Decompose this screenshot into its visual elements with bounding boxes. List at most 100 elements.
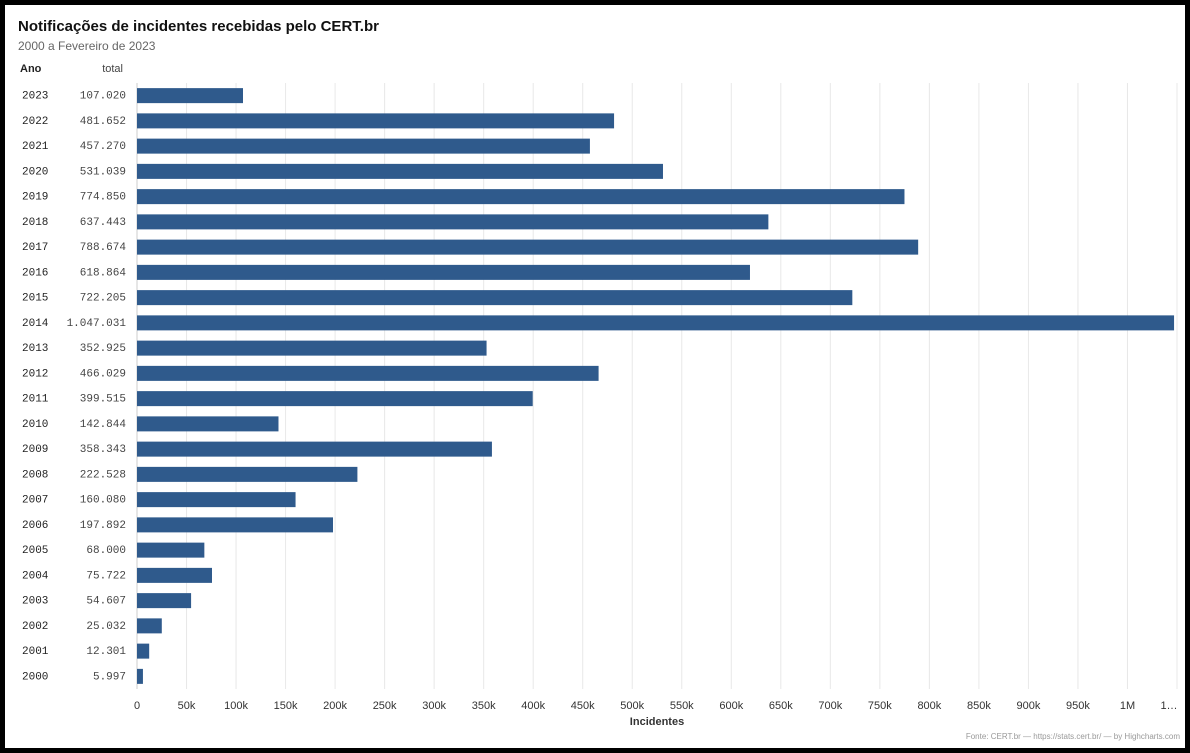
bar bbox=[137, 542, 205, 558]
x-tick-label: 500k bbox=[620, 700, 644, 712]
bar bbox=[137, 315, 1175, 331]
y-tick-label: 2017 bbox=[22, 242, 48, 254]
x-tick-label: 1M bbox=[1120, 700, 1135, 712]
bar bbox=[137, 138, 590, 154]
y-tick-label: 2010 bbox=[22, 419, 48, 431]
y-tick-label: 2001 bbox=[22, 646, 49, 658]
y-tick-label: 2011 bbox=[22, 394, 49, 406]
credits: Fonte: CERT.br — https://stats.cert.br/ … bbox=[966, 732, 1180, 741]
value-label: 774.850 bbox=[80, 192, 126, 204]
x-tick-label: 250k bbox=[373, 700, 397, 712]
y-tick-label: 2022 bbox=[22, 116, 48, 128]
y-tick-label: 2018 bbox=[22, 217, 48, 229]
x-tick-label: 300k bbox=[422, 700, 446, 712]
value-label: 481.652 bbox=[80, 116, 126, 128]
y-tick-label: 2014 bbox=[22, 318, 49, 330]
x-tick-label: 550k bbox=[670, 700, 694, 712]
bar bbox=[137, 88, 244, 104]
value-label: 12.301 bbox=[86, 646, 126, 658]
value-label: 222.528 bbox=[80, 469, 126, 481]
value-label: 358.343 bbox=[80, 444, 126, 456]
category-header: Ano bbox=[20, 63, 42, 75]
bar bbox=[137, 264, 750, 280]
y-tick-label: 2004 bbox=[22, 570, 49, 582]
y-tick-label: 2008 bbox=[22, 469, 48, 481]
y-tick-label: 2002 bbox=[22, 621, 48, 633]
value-label: 54.607 bbox=[86, 596, 126, 608]
y-tick-label: 2006 bbox=[22, 520, 48, 532]
x-tick-label: 100k bbox=[224, 700, 248, 712]
bar bbox=[137, 290, 853, 306]
x-tick-label: 900k bbox=[1016, 700, 1040, 712]
y-tick-label: 2023 bbox=[22, 91, 48, 103]
x-tick-label: 750k bbox=[868, 700, 892, 712]
bar bbox=[137, 441, 492, 457]
value-label: 1.047.031 bbox=[67, 318, 127, 330]
x-tick-label: 350k bbox=[472, 700, 496, 712]
bar bbox=[137, 239, 919, 255]
bar bbox=[137, 618, 162, 634]
bar bbox=[137, 214, 769, 230]
bar bbox=[137, 340, 487, 356]
chart-subtitle: 2000 a Fevereiro de 2023 bbox=[18, 39, 156, 53]
value-label: 68.000 bbox=[86, 545, 126, 557]
bar bbox=[137, 365, 599, 381]
value-label: 25.032 bbox=[86, 621, 126, 633]
value-label: 637.443 bbox=[80, 217, 126, 229]
x-tick-label: 150k bbox=[274, 700, 298, 712]
bar bbox=[137, 391, 533, 407]
x-tick-label: 1… bbox=[1160, 700, 1177, 712]
y-tick-label: 2021 bbox=[22, 141, 49, 153]
x-axis-title: Incidentes bbox=[630, 716, 684, 728]
x-tick-label: 700k bbox=[818, 700, 842, 712]
x-tick-label: 850k bbox=[967, 700, 991, 712]
y-tick-label: 2007 bbox=[22, 495, 48, 507]
y-tick-label: 2012 bbox=[22, 368, 48, 380]
y-tick-label: 2019 bbox=[22, 192, 48, 204]
bar bbox=[137, 113, 615, 129]
bar bbox=[137, 416, 279, 432]
value-label: 457.270 bbox=[80, 141, 126, 153]
x-tick-label: 450k bbox=[571, 700, 595, 712]
y-tick-label: 2013 bbox=[22, 343, 48, 355]
value-label: 352.925 bbox=[80, 343, 126, 355]
value-header: total bbox=[102, 63, 123, 75]
chart-title: Notificações de incidentes recebidas pel… bbox=[18, 18, 379, 35]
value-label: 399.515 bbox=[80, 394, 126, 406]
y-tick-label: 2000 bbox=[22, 671, 48, 683]
value-label: 75.722 bbox=[86, 570, 126, 582]
value-label: 160.080 bbox=[80, 495, 126, 507]
value-label: 466.029 bbox=[80, 368, 126, 380]
value-label: 5.997 bbox=[93, 671, 126, 683]
y-tick-label: 2009 bbox=[22, 444, 48, 456]
value-label: 722.205 bbox=[80, 293, 126, 305]
bar bbox=[137, 668, 143, 684]
bar bbox=[137, 492, 296, 508]
bar bbox=[137, 643, 150, 659]
value-label: 531.039 bbox=[80, 166, 126, 178]
y-tick-label: 2015 bbox=[22, 293, 48, 305]
x-tick-label: 650k bbox=[769, 700, 793, 712]
y-tick-label: 2020 bbox=[22, 166, 48, 178]
x-tick-label: 200k bbox=[323, 700, 347, 712]
x-tick-label: 50k bbox=[178, 700, 196, 712]
y-tick-label: 2005 bbox=[22, 545, 48, 557]
value-label: 107.020 bbox=[80, 91, 126, 103]
bar bbox=[137, 593, 192, 609]
bar bbox=[137, 466, 358, 482]
x-tick-label: 950k bbox=[1066, 700, 1090, 712]
value-label: 142.844 bbox=[80, 419, 127, 431]
value-label: 788.674 bbox=[80, 242, 127, 254]
y-tick-label: 2016 bbox=[22, 267, 48, 279]
bar bbox=[137, 567, 213, 583]
y-tick-label: 2003 bbox=[22, 596, 48, 608]
value-label: 618.864 bbox=[80, 267, 127, 279]
x-tick-label: 600k bbox=[719, 700, 743, 712]
value-label: 197.892 bbox=[80, 520, 126, 532]
x-tick-label: 0 bbox=[134, 700, 140, 712]
bar bbox=[137, 189, 905, 205]
bar bbox=[137, 163, 663, 179]
x-tick-label: 400k bbox=[521, 700, 545, 712]
